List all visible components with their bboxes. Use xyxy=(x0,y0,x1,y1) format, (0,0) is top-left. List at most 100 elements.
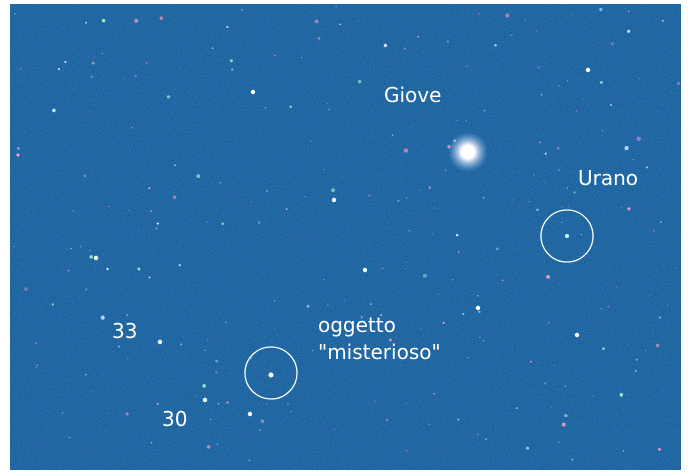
star xyxy=(380,314,383,317)
star xyxy=(328,108,330,111)
star xyxy=(553,364,555,366)
star xyxy=(582,99,584,101)
star xyxy=(57,67,60,71)
star xyxy=(331,188,335,193)
star xyxy=(150,442,153,444)
star xyxy=(528,200,530,203)
star xyxy=(610,42,614,46)
star xyxy=(166,95,171,99)
star xyxy=(405,261,407,263)
star xyxy=(13,246,15,248)
star xyxy=(287,403,289,405)
star xyxy=(217,402,220,405)
star xyxy=(195,395,197,397)
star xyxy=(433,392,435,395)
star xyxy=(620,207,623,209)
star xyxy=(428,423,430,425)
star xyxy=(102,315,105,317)
star xyxy=(51,303,54,306)
star xyxy=(564,414,568,418)
star xyxy=(106,388,108,390)
star xyxy=(241,8,243,11)
star xyxy=(207,339,209,341)
star xyxy=(632,158,634,160)
star xyxy=(118,345,120,348)
star xyxy=(149,210,153,213)
star xyxy=(67,269,70,272)
star xyxy=(519,171,521,173)
star xyxy=(535,30,538,32)
star xyxy=(202,384,206,388)
star xyxy=(327,304,329,306)
star xyxy=(406,197,408,199)
star xyxy=(567,205,569,207)
star xyxy=(229,59,233,63)
star xyxy=(645,166,648,169)
star xyxy=(391,134,394,137)
star xyxy=(226,25,229,29)
star xyxy=(622,450,625,452)
star xyxy=(64,60,67,64)
star xyxy=(100,315,105,320)
star xyxy=(400,364,403,367)
star xyxy=(551,406,553,408)
star xyxy=(639,78,640,80)
star xyxy=(544,152,547,155)
star xyxy=(580,234,582,235)
star xyxy=(174,164,177,167)
star xyxy=(145,62,148,64)
star xyxy=(403,148,408,153)
star xyxy=(206,221,208,223)
star xyxy=(495,247,499,251)
star xyxy=(478,13,480,15)
star xyxy=(345,320,347,323)
star xyxy=(131,126,134,129)
star xyxy=(592,395,594,397)
star xyxy=(257,404,259,406)
star xyxy=(138,228,140,231)
star xyxy=(128,209,130,212)
star xyxy=(85,21,87,24)
star xyxy=(547,321,550,324)
star xyxy=(134,18,139,23)
star xyxy=(644,350,647,352)
star xyxy=(653,230,655,232)
star xyxy=(635,358,638,361)
star xyxy=(457,251,460,253)
star xyxy=(134,74,137,77)
star xyxy=(259,429,262,432)
star xyxy=(274,300,276,302)
star xyxy=(574,332,580,338)
star xyxy=(462,313,465,315)
star xyxy=(404,47,406,50)
star xyxy=(544,181,546,183)
star xyxy=(156,402,159,405)
star xyxy=(159,16,164,20)
star xyxy=(677,82,680,85)
star xyxy=(196,174,201,179)
star xyxy=(483,109,486,112)
star xyxy=(406,402,408,404)
star xyxy=(335,5,337,8)
label: "misterioso" xyxy=(318,340,441,364)
star xyxy=(566,187,569,189)
star xyxy=(36,364,39,366)
star xyxy=(85,373,87,376)
star xyxy=(512,199,514,201)
stars xyxy=(13,5,680,461)
star xyxy=(558,441,560,444)
star xyxy=(290,410,292,412)
jupiter-core xyxy=(461,145,475,159)
uranus xyxy=(565,234,569,238)
star xyxy=(628,10,630,13)
star xyxy=(247,411,253,417)
star xyxy=(536,208,539,212)
star xyxy=(658,447,661,451)
star xyxy=(368,194,371,197)
star xyxy=(317,37,321,40)
star xyxy=(627,29,631,33)
star xyxy=(357,79,362,84)
star xyxy=(108,206,110,208)
star xyxy=(91,391,93,393)
star xyxy=(106,267,109,271)
